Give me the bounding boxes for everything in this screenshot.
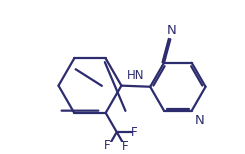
Text: F: F — [122, 140, 128, 153]
Text: N: N — [167, 24, 176, 37]
Text: N: N — [195, 114, 205, 127]
Text: HN: HN — [127, 69, 145, 82]
Text: F: F — [131, 126, 137, 139]
Text: F: F — [104, 139, 111, 152]
